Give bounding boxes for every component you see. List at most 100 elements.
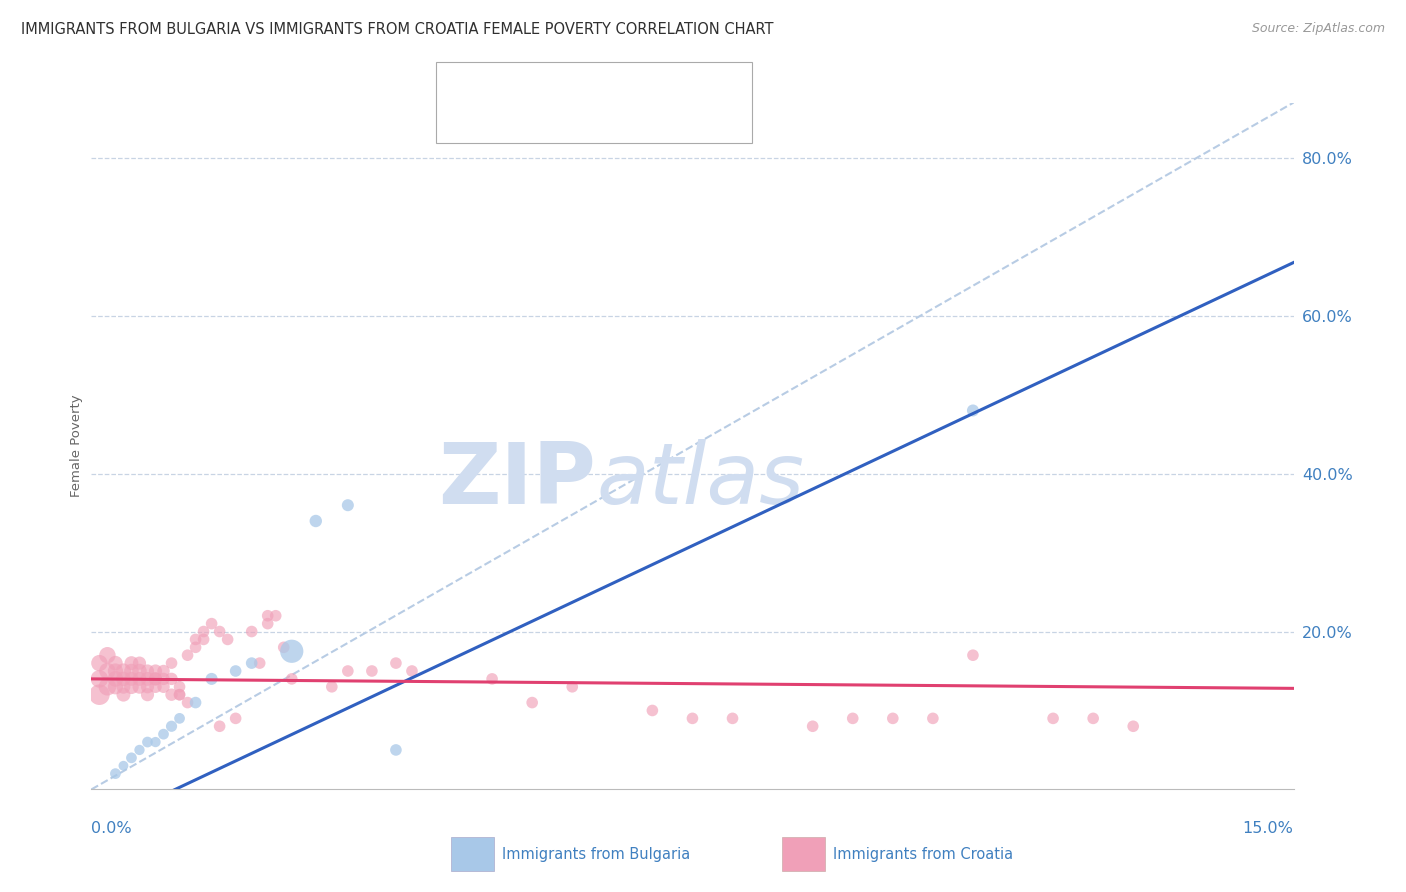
Point [273,640,295,655]
Point [112,758,135,772]
Point [136,672,159,686]
Point [240,656,263,670]
Point [96,664,118,678]
Point [104,656,127,670]
Point [121,664,143,678]
Point [145,664,167,678]
Point [336,664,359,678]
Point [128,656,150,670]
Point [721,711,744,725]
Point [104,664,127,678]
Point [1122,719,1144,733]
Point [160,719,183,733]
Point [121,656,143,670]
Point [321,680,343,694]
Point [112,664,135,678]
Point [385,656,408,670]
Point [481,672,503,686]
Point [208,624,231,639]
Point [136,680,159,694]
Text: R = -0.033: R = -0.033 [499,108,588,126]
Point [145,672,167,686]
Point [1083,711,1105,725]
Point [176,696,198,710]
Point [841,711,863,725]
Point [128,672,150,686]
Point [89,688,111,702]
Point [385,743,408,757]
Point [128,664,150,678]
Point [160,672,183,686]
Text: 15.0%: 15.0% [1243,821,1294,836]
Point [136,735,159,749]
Point [145,680,167,694]
Point [201,672,224,686]
Y-axis label: Female Poverty: Female Poverty [70,394,83,498]
Point [96,680,118,694]
Text: Immigrants from Bulgaria: Immigrants from Bulgaria [502,847,690,862]
Point [256,608,278,623]
Point [801,719,824,733]
Point [1042,711,1064,725]
Point [193,632,215,647]
Point [249,656,271,670]
Text: N = 76: N = 76 [637,108,695,126]
Point [922,711,945,725]
Point [136,664,159,678]
Point [240,624,263,639]
Point [152,680,174,694]
Point [145,735,167,749]
Point [522,696,544,710]
Point [104,680,127,694]
Point [104,766,127,780]
Point [401,664,423,678]
Point [152,672,174,686]
Point [128,680,150,694]
Point [336,498,359,512]
Point [225,711,247,725]
Point [152,664,174,678]
Point [641,703,664,717]
Point [962,403,984,417]
Point [225,664,247,678]
Text: IMMIGRANTS FROM BULGARIA VS IMMIGRANTS FROM CROATIA FEMALE POVERTY CORRELATION C: IMMIGRANTS FROM BULGARIA VS IMMIGRANTS F… [21,22,773,37]
Point [681,711,703,725]
Bar [456,105,491,128]
Point [112,672,135,686]
Point [264,608,287,623]
Point [121,751,143,765]
Text: 0.0%: 0.0% [91,821,132,836]
Point [360,664,382,678]
Point [217,632,239,647]
Point [256,616,278,631]
Point [201,616,224,631]
Point [176,648,198,663]
Point [208,719,231,733]
Text: ZIP: ZIP [439,439,596,522]
Text: Immigrants from Croatia: Immigrants from Croatia [832,847,1014,862]
Point [136,688,159,702]
Point [169,711,191,725]
Point [169,688,191,702]
Bar [456,76,491,100]
Point [121,672,143,686]
Point [962,648,984,663]
Bar [782,837,825,871]
Point [184,696,207,710]
Point [184,632,207,647]
Point [89,672,111,686]
Bar [451,837,495,871]
Point [112,680,135,694]
Text: Source: ZipAtlas.com: Source: ZipAtlas.com [1251,22,1385,36]
Point [89,656,111,670]
Text: N = 18: N = 18 [637,78,696,96]
Point [184,640,207,655]
Text: R =  0.712: R = 0.712 [499,78,588,96]
Point [281,672,304,686]
Point [160,656,183,670]
Point [96,648,118,663]
Point [281,644,304,658]
Point [160,688,183,702]
Point [305,514,328,528]
Point [169,680,191,694]
